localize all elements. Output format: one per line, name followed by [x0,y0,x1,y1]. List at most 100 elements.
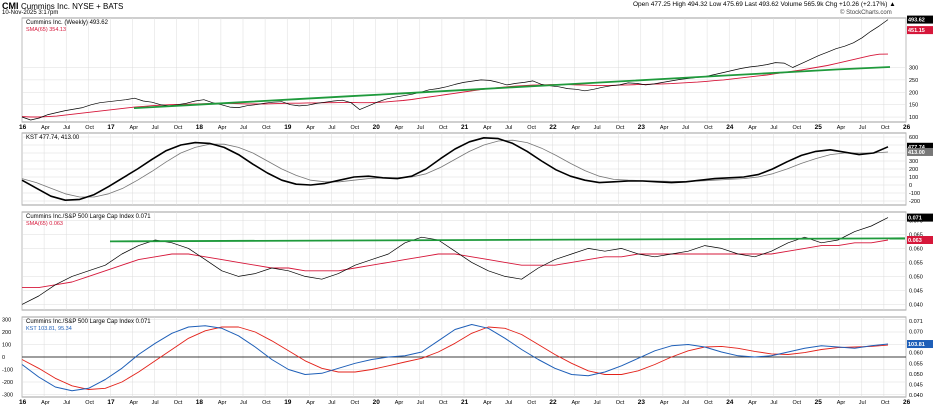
x-axis-bottom-tick-label: Apr [572,400,581,406]
rkst-right-axis-tick-label: 0.070 [909,330,923,336]
x-axis-top-tick-label: Oct [704,125,713,131]
x-axis-top-tick-label: 18 [196,124,204,131]
x-axis-bottom-tick-label: Jul [770,400,777,406]
x-axis-top-tick-label: Oct [262,125,271,131]
kst-legend-title: KST 477.74, 413.00 [26,135,80,141]
x-axis-top-tick-label: 21 [461,124,469,131]
symbol-label: CMI Cummins Inc. NYSE + BATS [2,1,124,11]
quote-summary: Open 477.25 High 494.32 Low 475.69 Last … [633,1,896,8]
rkst-line [21,324,889,392]
x-axis-bottom-tick-label: 16 [19,399,27,406]
x-axis-top-tick-label: Apr [483,125,492,131]
rs-axis-tick-label: 0.045 [909,288,923,294]
x-axis-top-tick-label: Oct [439,125,448,131]
x-axis-top-tick-label: Oct [881,125,890,131]
x-axis-bottom-tick-label: Apr [837,400,846,406]
x-axis-bottom-tick-label: Jul [682,400,689,406]
kst-axis-tick-label: 200 [909,167,918,173]
x-axis-top-tick-label: Jul [770,125,777,131]
rs-axis-tick-label: 0.060 [909,246,923,252]
date-label: 10-Nov-2025 3:17pm [2,10,59,16]
x-axis-bottom-tick-label: Apr [748,400,757,406]
price-axis-tick-label: 150 [909,103,918,109]
x-axis-bottom-tick-label: Jul [240,400,247,406]
x-axis-top-tick-label: Oct [351,125,360,131]
x-axis-bottom-tick-label: 17 [107,399,115,406]
rkst-left-axis-tick-label: -100 [2,368,13,374]
x-axis-bottom-tick-label: Oct [439,400,448,406]
rs-sma-tag-bg [907,236,933,244]
rs-axis-tick-label: 0.050 [909,274,923,280]
x-axis-top-tick-label: 20 [373,124,381,131]
kst-last-tag-bg [907,142,933,151]
rs-trendline [109,237,906,243]
x-axis-bottom-tick-label: Oct [262,400,271,406]
x-axis-top-tick-label: Apr [130,125,139,131]
kst-axis-tick-label: 300 [909,159,918,165]
x-axis-bottom-tick-label: Apr [483,400,492,406]
x-axis-bottom-tick-label: 18 [196,399,204,406]
rkst-left-axis-tick-label: 200 [2,330,11,336]
price-axis-tick-label: 250 [909,78,918,84]
price-axis-tick-label: 100 [909,115,918,121]
x-axis-bottom-tick-label: Oct [351,400,360,406]
x-axis-top-tick-label: Oct [793,125,802,131]
rkst-left-axis-tick-label: -200 [2,380,13,386]
price-sma-line [21,53,889,118]
x-axis-top-tick-label: Oct [174,125,183,131]
price-axis-tick-label: 300 [909,66,918,72]
x-axis-top-tick-label: 19 [284,124,292,131]
rkst-left-axis-tick-label: -300 [2,393,13,399]
x-axis-top-tick-label: 17 [107,124,115,131]
rs-sma-tag: 0.063 [908,238,922,244]
copyright-label: © StockCharts.com [840,10,892,16]
x-axis-bottom-tick-label: Oct [704,400,713,406]
x-axis-top-tick-label: Jul [682,125,689,131]
kst-axis-tick-label: 600 [909,135,918,141]
x-axis-top-tick-label: Apr [837,125,846,131]
rkst-right-axis-tick-label: 0.040 [909,393,923,399]
kst-axis-tick-label: -200 [909,199,920,205]
price-trendline [133,66,891,109]
x-axis-top-tick-label: Apr [660,125,669,131]
x-axis-bottom-tick-label: Jul [152,400,159,406]
rs-axis-tick-label: 0.055 [909,260,923,266]
x-axis-bottom-tick-label: Apr [395,400,404,406]
x-axis-top-tick-label: Apr [218,125,227,131]
x-axis-bottom-tick-label: Oct [85,400,94,406]
x-axis-bottom-tick-label: Oct [881,400,890,406]
kst-axis-tick-label: 100 [909,175,918,181]
x-axis-bottom-tick-label: Apr [306,400,315,406]
x-axis-bottom-tick-label: Jul [417,400,424,406]
kst-last-tag: 477.74 [908,145,926,151]
x-axis-bottom-tick-label: 19 [284,399,292,406]
kst-line [21,137,889,201]
x-axis-bottom-tick-label: 24 [726,399,734,406]
price-last-tag-bg [907,15,933,24]
rkst-right-axis-tick-label: 0.060 [909,351,923,357]
kst-signal-line [21,139,889,198]
x-axis-top-tick-label: 23 [638,124,646,131]
x-axis-bottom-tick-label: Oct [174,400,183,406]
rs-last-tag: 0.071 [908,216,922,222]
x-axis-top-tick-label: Oct [616,125,625,131]
x-axis-bottom-tick-label: Jul [505,400,512,406]
price-sma-tag-bg [907,26,933,35]
rs-legend-title: Cummins Inc./S&P 500 Large Cap Index 0.0… [26,214,151,220]
x-axis-top-tick-label: 24 [726,124,734,131]
x-axis-top-tick-label: Jul [63,125,70,131]
price-last-tag: 493.62 [908,18,925,24]
rkst-last-tag: 103.81 [908,342,925,348]
rkst-right-axis-tick-label: 0.071 [909,319,923,325]
x-axis-bottom-tick-label: Oct [527,400,536,406]
x-axis-bottom-tick-label: Jul [328,400,335,406]
price-axis-tick-label: 200 [909,90,918,96]
x-axis-bottom-tick-label: Oct [616,400,625,406]
x-axis-top-tick-label: Apr [572,125,581,131]
rkst-signal-line [21,326,889,390]
rkst-right-axis-tick-label: 0.055 [909,361,923,367]
x-axis-top-tick-label: Apr [41,125,50,131]
x-axis-bottom-tick-label: Apr [218,400,227,406]
rkst-legend-kst: KST 103.81, 95.34 [26,326,72,332]
